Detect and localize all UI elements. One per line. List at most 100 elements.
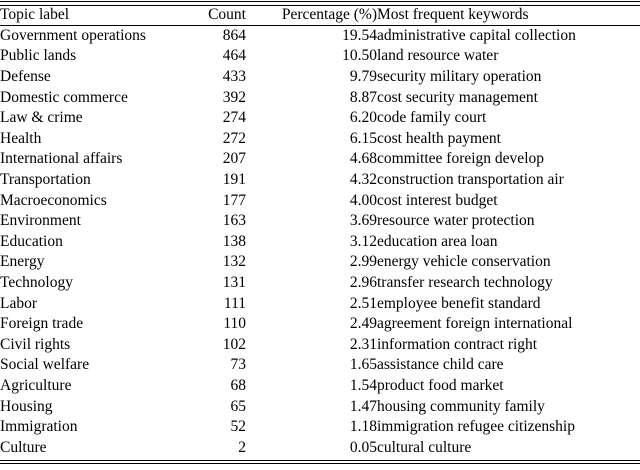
header-row: Topic label Count Percentage (%) Most fr… — [0, 5, 640, 27]
cell-percentage: 6.20 — [349, 109, 377, 127]
table-row: Education 138 3.12 education area loan — [0, 232, 640, 253]
cell-count: 73 — [230, 356, 247, 374]
cell-count: 52 — [230, 418, 247, 436]
cell-topic: Government operations — [0, 27, 146, 45]
cell-keywords: land resource water — [377, 47, 499, 65]
cell-topic: Civil rights — [0, 335, 71, 353]
cell-keywords: information contract right — [377, 335, 538, 353]
cell-percentage: 4.32 — [349, 171, 377, 189]
cell-keywords: energy vehicle conservation — [377, 253, 551, 271]
cell-percentage: 4.00 — [349, 191, 377, 209]
cell-keywords: product food market — [377, 376, 504, 394]
table-row: Agriculture 68 1.54 product food market — [0, 376, 640, 397]
table-row: Civil rights 102 2.31 information contra… — [0, 335, 640, 356]
cell-count: 864 — [222, 27, 246, 45]
table-row: Public lands 464 10.50 land resource wat… — [0, 46, 640, 67]
cell-keywords: agreement foreign international — [377, 315, 573, 333]
cell-count: 131 — [222, 274, 246, 292]
cell-keywords: immigration refugee citizenship — [377, 418, 575, 436]
table-row: Labor 111 2.51 employee benefit standard — [0, 293, 640, 314]
cell-topic: Labor — [0, 294, 38, 312]
cell-percentage: 19.54 — [342, 27, 377, 45]
column-header-count: Count — [198, 5, 246, 27]
cell-percentage: 3.12 — [349, 232, 377, 250]
cell-count: 207 — [222, 150, 246, 168]
cell-count: 65 — [230, 397, 247, 415]
cell-keywords: committee foreign develop — [377, 150, 544, 168]
cell-percentage: 3.69 — [349, 212, 377, 230]
table-row: Defense 433 9.79 security military opera… — [0, 67, 640, 88]
cell-percentage: 1.47 — [349, 397, 377, 415]
cell-topic: Defense — [0, 68, 51, 86]
table-row: Housing 65 1.47 housing community family — [0, 396, 640, 417]
cell-count: 111 — [223, 294, 246, 312]
top-double-rule — [0, 1, 640, 6]
cell-topic: Education — [0, 232, 63, 250]
column-header-topic-label: Topic label — [0, 5, 198, 27]
table-body: Government operations 864 19.54 administ… — [0, 26, 640, 458]
cell-topic: Domestic commerce — [0, 88, 128, 106]
table-row: Transportation 191 4.32 construction tra… — [0, 170, 640, 191]
table-row: Culture 2 0.05 cultural culture — [0, 437, 640, 458]
table-row: Government operations 864 19.54 administ… — [0, 26, 640, 47]
cell-count: 272 — [222, 129, 246, 147]
cell-percentage: 1.54 — [349, 376, 377, 394]
cell-keywords: education area loan — [377, 232, 498, 250]
cell-count: 138 — [222, 232, 246, 250]
cell-count: 132 — [222, 253, 246, 271]
cell-keywords: cost security management — [377, 88, 538, 106]
cell-topic: Agriculture — [0, 376, 72, 394]
table-row: Law & crime 274 6.20 code family court — [0, 108, 640, 129]
cell-topic: Macroeconomics — [0, 191, 107, 209]
cell-topic: Culture — [0, 438, 47, 456]
cell-keywords: resource water protection — [377, 212, 535, 230]
cell-keywords: assistance child care — [377, 356, 504, 374]
cell-topic: Health — [0, 129, 42, 147]
table-row: Foreign trade 110 2.49 agreement foreign… — [0, 314, 640, 335]
cell-topic: Environment — [0, 212, 81, 230]
cell-keywords: transfer research technology — [377, 274, 553, 292]
cell-percentage: 2.99 — [349, 253, 377, 271]
cell-topic: Transportation — [0, 171, 91, 189]
cell-keywords: housing community family — [377, 397, 545, 415]
table-row: International affairs 207 4.68 committee… — [0, 149, 640, 170]
cell-keywords: cost interest budget — [377, 191, 498, 209]
table-row: Social welfare 73 1.65 assistance child … — [0, 355, 640, 376]
cell-topic: Foreign trade — [0, 315, 84, 333]
cell-percentage: 8.87 — [349, 88, 377, 106]
cell-keywords: construction transportation air — [377, 171, 564, 189]
cell-percentage: 0.05 — [349, 438, 377, 456]
cell-topic: Technology — [0, 274, 73, 292]
cell-topic: Public lands — [0, 47, 77, 65]
cell-percentage: 2.51 — [349, 294, 377, 312]
cell-percentage: 10.50 — [342, 47, 377, 65]
table-row: Macroeconomics 177 4.00 cost interest bu… — [0, 190, 640, 211]
cell-count: 433 — [222, 68, 246, 86]
column-header-percentage: Percentage (%) — [246, 5, 377, 27]
cell-count: 68 — [230, 376, 247, 394]
cell-percentage: 2.31 — [349, 335, 377, 353]
cell-keywords: administrative capital collection — [377, 27, 576, 45]
cell-keywords: code family court — [377, 109, 487, 127]
table-row: Environment 163 3.69 resource water prot… — [0, 211, 640, 232]
topics-table: Topic label Count Percentage (%) Most fr… — [0, 5, 640, 458]
cell-count: 2 — [238, 438, 246, 456]
cell-count: 102 — [222, 335, 246, 353]
cell-keywords: cost health payment — [377, 129, 501, 147]
cell-count: 274 — [222, 109, 246, 127]
column-header-keywords: Most frequent keywords — [377, 5, 640, 27]
cell-keywords: cultural culture — [377, 438, 472, 456]
cell-topic: International affairs — [0, 150, 123, 168]
cell-count: 163 — [222, 212, 246, 230]
cell-count: 392 — [222, 88, 246, 106]
cell-topic: Housing — [0, 397, 53, 415]
bottom-double-rule — [0, 459, 640, 465]
cell-topic: Social welfare — [0, 356, 90, 374]
table-row: Domestic commerce 392 8.87 cost security… — [0, 87, 640, 108]
table-row: Immigration 52 1.18 immigration refugee … — [0, 417, 640, 438]
cell-topic: Law & crime — [0, 109, 83, 127]
cell-count: 177 — [222, 191, 246, 209]
table-row: Health 272 6.15 cost health payment — [0, 129, 640, 150]
cell-count: 110 — [223, 315, 246, 333]
